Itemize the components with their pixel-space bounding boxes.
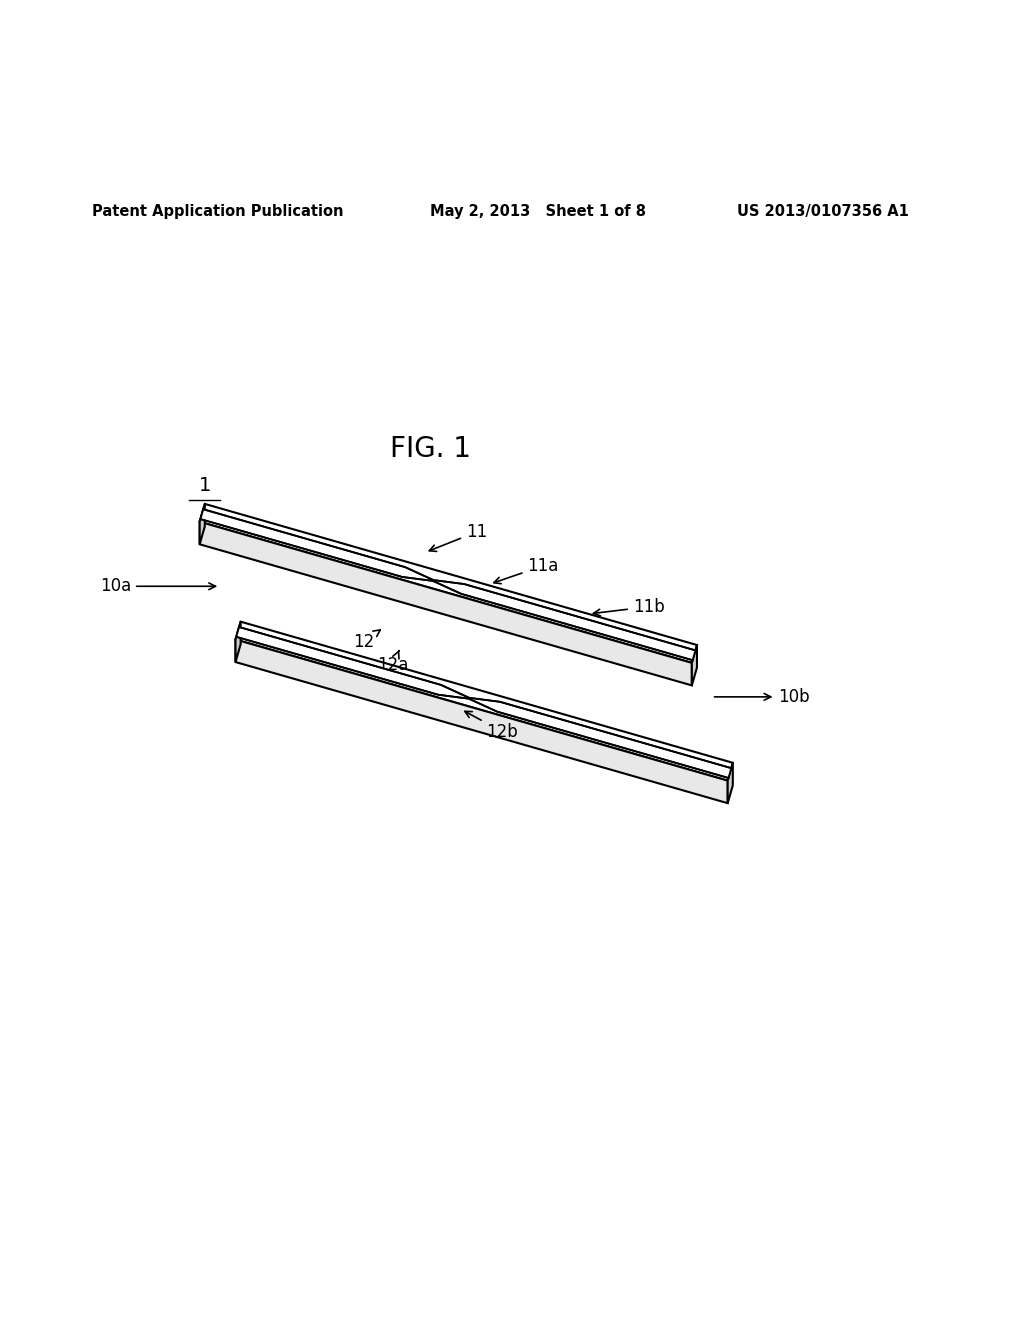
Polygon shape xyxy=(236,622,241,663)
Polygon shape xyxy=(237,627,731,777)
Polygon shape xyxy=(200,504,697,663)
Polygon shape xyxy=(200,521,692,685)
Polygon shape xyxy=(236,639,728,803)
Text: 1: 1 xyxy=(199,475,211,495)
Polygon shape xyxy=(201,510,695,660)
Polygon shape xyxy=(236,622,733,780)
Text: FIG. 1: FIG. 1 xyxy=(389,434,471,463)
Text: 12: 12 xyxy=(353,630,380,651)
Polygon shape xyxy=(728,763,733,803)
Text: 11: 11 xyxy=(429,523,487,552)
Text: 12a: 12a xyxy=(377,651,409,675)
Text: 12b: 12b xyxy=(465,711,518,741)
Polygon shape xyxy=(692,645,697,685)
Text: 11b: 11b xyxy=(594,598,665,616)
Text: 10b: 10b xyxy=(715,688,810,706)
Text: 10a: 10a xyxy=(99,577,215,595)
Text: May 2, 2013   Sheet 1 of 8: May 2, 2013 Sheet 1 of 8 xyxy=(430,205,646,219)
Text: 11a: 11a xyxy=(494,557,559,583)
Text: US 2013/0107356 A1: US 2013/0107356 A1 xyxy=(737,205,909,219)
Text: Patent Application Publication: Patent Application Publication xyxy=(92,205,344,219)
Polygon shape xyxy=(200,504,205,544)
